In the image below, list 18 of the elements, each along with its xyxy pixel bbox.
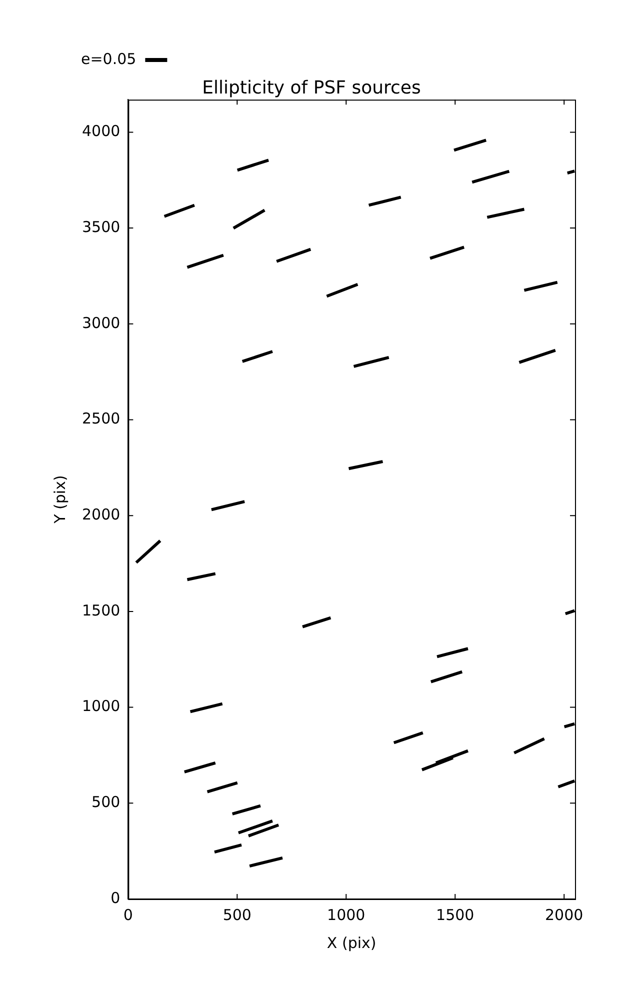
y-tick-label: 0 <box>110 888 120 907</box>
x-tick-label: 1000 <box>327 906 366 924</box>
y-tick-label: 1000 <box>82 697 120 716</box>
y-tick-label: 3500 <box>82 218 120 236</box>
legend-label: e=0.05 <box>81 50 136 68</box>
y-tick-label: 3000 <box>82 314 120 332</box>
chart-title: Ellipticity of PSF sources <box>202 77 421 98</box>
y-tick-label: 500 <box>92 793 120 812</box>
x-tick-label: 2000 <box>545 906 584 924</box>
x-tick-label: 500 <box>222 906 252 924</box>
y-tick-label: 2500 <box>82 410 120 428</box>
y-tick-label: 4000 <box>82 122 120 140</box>
x-axis-title: X (pix) <box>326 934 376 952</box>
x-tick-label: 0 <box>123 906 133 924</box>
y-tick-label: 2000 <box>82 505 120 524</box>
y-tick-label: 1500 <box>82 601 120 620</box>
y-axis-title: Y (pix) <box>50 475 69 524</box>
x-tick-label: 1500 <box>436 906 474 924</box>
